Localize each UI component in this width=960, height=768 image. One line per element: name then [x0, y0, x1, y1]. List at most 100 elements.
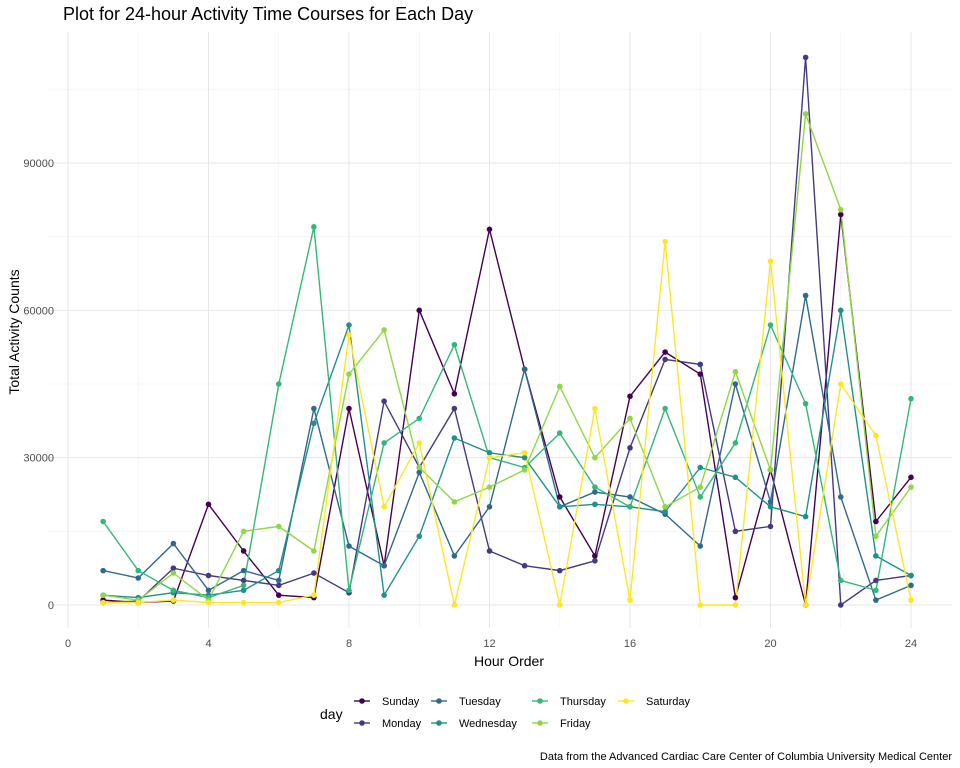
data-point-friday — [416, 464, 423, 471]
legend-key-point — [436, 720, 442, 726]
data-point-wednesday — [802, 513, 809, 520]
data-point-wednesday — [311, 420, 317, 427]
data-point-thursday — [873, 587, 879, 594]
data-point-saturday — [486, 454, 493, 461]
data-point-tuesday — [697, 543, 704, 549]
data-point-thursday — [170, 587, 177, 594]
legend-key-point — [359, 698, 365, 704]
data-point-sunday — [416, 307, 423, 314]
data-point-wednesday — [556, 503, 563, 510]
series-line-tuesday — [102, 295, 912, 602]
data-point-saturday — [416, 440, 423, 446]
y-tick-labels: 0 30000 60000 90000 — [23, 158, 54, 612]
data-point-friday — [802, 111, 809, 117]
y-axis-title: Total Activity Counts — [6, 269, 22, 394]
x-tick-label: 8 — [346, 638, 352, 650]
legend-title: day — [320, 706, 343, 722]
data-point-thursday — [837, 577, 844, 584]
legend-label: Sunday — [382, 696, 420, 708]
data-point-monday — [662, 356, 668, 363]
x-axis-title: Hour Order — [474, 653, 544, 669]
data-point-friday — [451, 499, 458, 505]
legend-label: Saturday — [646, 696, 691, 708]
series-line-friday — [103, 113, 912, 602]
data-point-saturday — [311, 592, 317, 598]
data-point-sunday — [486, 226, 493, 233]
data-point-tuesday — [240, 567, 247, 574]
data-point-sunday — [346, 405, 352, 412]
chart-caption: Data from the Advanced Cardiac Care Cent… — [540, 751, 952, 763]
data-point-wednesday — [697, 464, 704, 471]
data-point-wednesday — [767, 503, 774, 510]
data-point-wednesday — [837, 307, 844, 314]
data-point-thursday — [240, 582, 247, 589]
data-point-friday — [908, 484, 914, 490]
data-point-monday — [311, 570, 317, 576]
data-point-saturday — [873, 432, 879, 439]
data-point-friday — [346, 371, 352, 377]
legend-key-point — [623, 698, 629, 704]
data-point-tuesday — [416, 469, 423, 476]
legend-label: Thursday — [560, 696, 606, 708]
series-points — [100, 54, 914, 608]
data-point-friday — [170, 570, 177, 576]
data-point-monday — [451, 405, 458, 412]
legend-label: Friday — [560, 718, 591, 730]
data-point-thursday — [416, 415, 423, 422]
data-point-thursday — [451, 341, 458, 348]
series-line-saturday — [103, 241, 912, 606]
data-point-friday — [486, 484, 493, 490]
y-tick-label: 60000 — [23, 305, 54, 317]
data-point-monday — [627, 445, 633, 451]
data-point-tuesday — [135, 575, 142, 581]
data-point-saturday — [908, 597, 914, 603]
data-point-sunday — [275, 592, 282, 598]
data-point-monday — [205, 572, 212, 579]
data-point-wednesday — [275, 567, 282, 574]
data-point-tuesday — [521, 366, 528, 373]
data-point-tuesday — [451, 553, 458, 559]
data-point-sunday — [627, 393, 633, 400]
data-point-wednesday — [346, 322, 352, 328]
data-point-monday — [240, 577, 247, 584]
data-point-saturday — [275, 599, 282, 606]
data-point-friday — [837, 206, 844, 213]
x-tick-label: 16 — [624, 638, 636, 650]
data-point-saturday — [521, 449, 528, 456]
y-tick-label: 30000 — [23, 453, 54, 465]
data-point-friday — [592, 454, 598, 461]
data-point-saturday — [346, 332, 352, 338]
data-point-sunday — [556, 494, 563, 500]
data-point-tuesday — [311, 405, 317, 412]
data-point-saturday — [135, 599, 142, 606]
data-point-tuesday — [275, 577, 282, 584]
data-point-tuesday — [802, 292, 809, 299]
data-point-thursday — [627, 503, 633, 510]
data-point-tuesday — [486, 503, 493, 510]
series-line-monday — [103, 57, 912, 607]
data-point-tuesday — [346, 543, 352, 549]
legend-key-point — [537, 698, 543, 704]
data-point-thursday — [592, 484, 598, 490]
data-point-saturday — [697, 602, 704, 608]
data-point-saturday — [802, 602, 809, 608]
data-point-tuesday — [592, 489, 598, 495]
data-point-monday — [170, 565, 177, 571]
x-tick-label: 4 — [205, 638, 211, 650]
data-point-thursday — [732, 440, 739, 446]
data-point-saturday — [767, 258, 774, 265]
data-point-sunday — [837, 211, 844, 218]
legend-label: Tuesday — [459, 696, 501, 708]
y-tick-label: 0 — [48, 600, 54, 612]
chart-title: Plot for 24-hour Activity Time Courses f… — [63, 4, 473, 24]
data-point-tuesday — [627, 494, 633, 500]
data-point-tuesday — [908, 582, 914, 589]
data-point-wednesday — [873, 553, 879, 559]
data-point-friday — [521, 467, 528, 473]
data-point-thursday — [556, 430, 563, 436]
data-point-monday — [837, 602, 844, 608]
data-point-saturday — [381, 503, 387, 510]
data-point-monday — [521, 562, 528, 569]
data-point-wednesday — [732, 474, 739, 481]
